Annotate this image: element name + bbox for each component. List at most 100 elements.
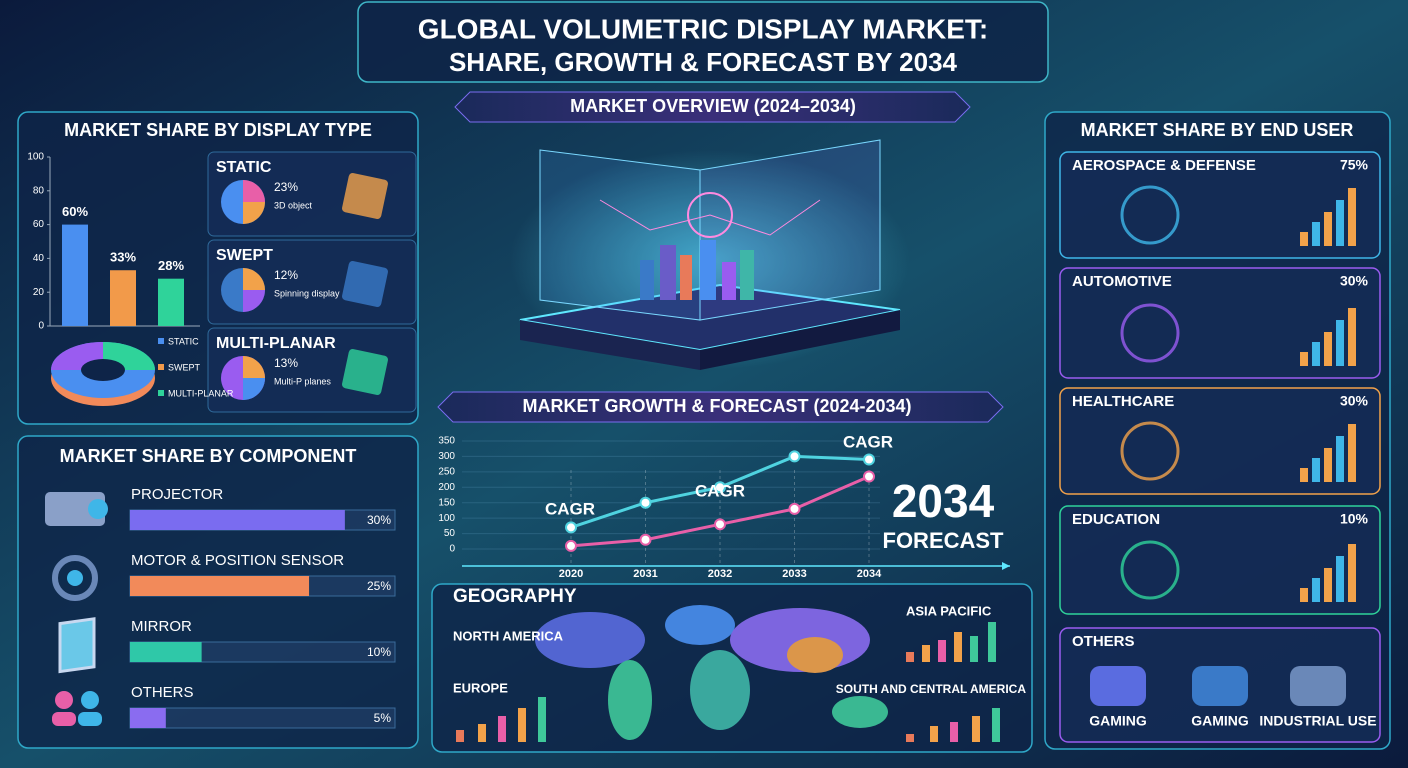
type-label: STATIC	[216, 159, 272, 176]
icon-bar	[1348, 544, 1356, 602]
point	[863, 453, 875, 466]
world-map	[535, 605, 888, 740]
user-card	[1059, 387, 1381, 495]
panel-title: MARKET SHARE BY COMPONENT	[60, 446, 357, 466]
title-line: GLOBAL VOLUMETRIC DISPLAY MARKET:	[418, 13, 988, 44]
bar	[158, 278, 184, 326]
y-tick-label: 50	[444, 528, 456, 539]
user-share: 75%	[1340, 157, 1369, 173]
icon-bar	[1300, 352, 1308, 366]
overview-title: MARKET OVERVIEW (2024–2034)	[570, 96, 856, 116]
x-tick-label: 2032	[708, 568, 732, 580]
icon-bar	[1324, 332, 1332, 366]
region-bars	[456, 622, 1000, 742]
x-tick-label: 2020	[559, 568, 583, 580]
annotation: 2034	[892, 475, 995, 527]
growth-banner	[437, 391, 1004, 423]
icon-bar	[1336, 200, 1344, 246]
chart-title: MARKET GROWTH & FORECAST (2024-2034)	[522, 396, 911, 416]
icon	[1290, 666, 1346, 706]
y-tick-label: 250	[438, 466, 455, 477]
type-icon	[342, 173, 388, 219]
bar-track	[129, 707, 396, 729]
data-label: 25%	[367, 579, 391, 593]
pie-icon	[243, 268, 265, 290]
y-tick-label: 0	[449, 544, 455, 555]
icon-bar	[1312, 222, 1320, 246]
bar	[62, 224, 88, 326]
point	[788, 502, 801, 515]
sub-label: GAMING	[1191, 713, 1249, 729]
x-tick-label: 2031	[633, 568, 657, 580]
user-label: AUTOMOTIVE	[1072, 273, 1172, 290]
icon-bar	[1312, 458, 1320, 482]
hologram-illustration	[510, 139, 910, 370]
bar-label: PROJECTOR	[131, 486, 223, 503]
point	[863, 470, 875, 483]
bar	[110, 270, 136, 326]
user-card	[1059, 267, 1381, 379]
icon-bar	[1312, 342, 1320, 366]
icon-bar	[1324, 212, 1332, 246]
title-line: SHARE, GROWTH & FORECAST BY 2034	[449, 47, 958, 77]
icon-bar	[1300, 468, 1308, 482]
icon-bar	[1348, 188, 1356, 246]
sub-label: INDUSTRIAL USE	[1259, 713, 1376, 729]
data-label: 30%	[367, 513, 391, 527]
point	[788, 450, 801, 463]
region-label: NORTH AMERICA	[453, 628, 564, 643]
type-description: 3D object	[274, 200, 313, 210]
geography-title: GEOGRAPHY	[453, 586, 577, 607]
type-icon	[342, 261, 388, 307]
legend-label: STATIC	[168, 336, 199, 346]
bar	[130, 642, 202, 662]
icon-bar	[1324, 568, 1332, 602]
axis-arrow	[1002, 562, 1010, 570]
y-tick-label: 0	[38, 321, 44, 332]
icon	[1090, 666, 1146, 706]
y-tick-label: 100	[27, 152, 44, 163]
type-description: Spinning display	[274, 288, 340, 298]
bar-label: OTHERS	[131, 684, 194, 701]
point	[565, 521, 577, 534]
type-share: 23%	[274, 180, 298, 194]
region-label: EUROPE	[453, 680, 508, 695]
icon	[1120, 540, 1180, 600]
component-icons	[45, 492, 108, 726]
data-label: 5%	[374, 711, 392, 725]
legend-label: SWEPT	[168, 362, 201, 372]
overview-banner	[454, 91, 971, 123]
pie-icon	[243, 290, 265, 312]
icon-bar	[1336, 436, 1344, 482]
icon-bar	[1300, 232, 1308, 246]
user-label: AEROSPACE & DEFENSE	[1072, 157, 1256, 174]
icon	[1120, 185, 1180, 245]
y-tick-label: 150	[438, 497, 455, 508]
legend-label: MULTI-PLANAR	[168, 388, 234, 398]
pie-icon	[243, 202, 265, 224]
y-tick-label: 20	[33, 287, 45, 298]
user-label: HEALTHCARE	[1072, 393, 1174, 410]
panel-title: MARKET SHARE BY DISPLAY TYPE	[64, 120, 372, 140]
bar-label: MIRROR	[131, 618, 192, 635]
data-label: 60%	[62, 204, 88, 219]
point	[639, 496, 652, 509]
y-tick-label: 80	[33, 185, 45, 196]
y-tick-label: 200	[438, 482, 455, 493]
user-label: OTHERS	[1072, 633, 1135, 650]
point	[639, 533, 652, 546]
type-share: 13%	[274, 356, 298, 370]
user-share: 30%	[1340, 273, 1369, 289]
icon	[1120, 421, 1180, 481]
pie-icon	[243, 356, 265, 378]
icon-bar	[1336, 556, 1344, 602]
icon-bar	[1324, 448, 1332, 482]
sub-label: GAMING	[1089, 713, 1147, 729]
point	[714, 481, 726, 494]
type-icon	[342, 349, 388, 395]
icon-bar	[1300, 588, 1308, 602]
point	[714, 518, 726, 531]
y-tick-label: 350	[438, 436, 455, 447]
y-tick-label: 300	[438, 451, 455, 462]
bar	[130, 708, 166, 728]
